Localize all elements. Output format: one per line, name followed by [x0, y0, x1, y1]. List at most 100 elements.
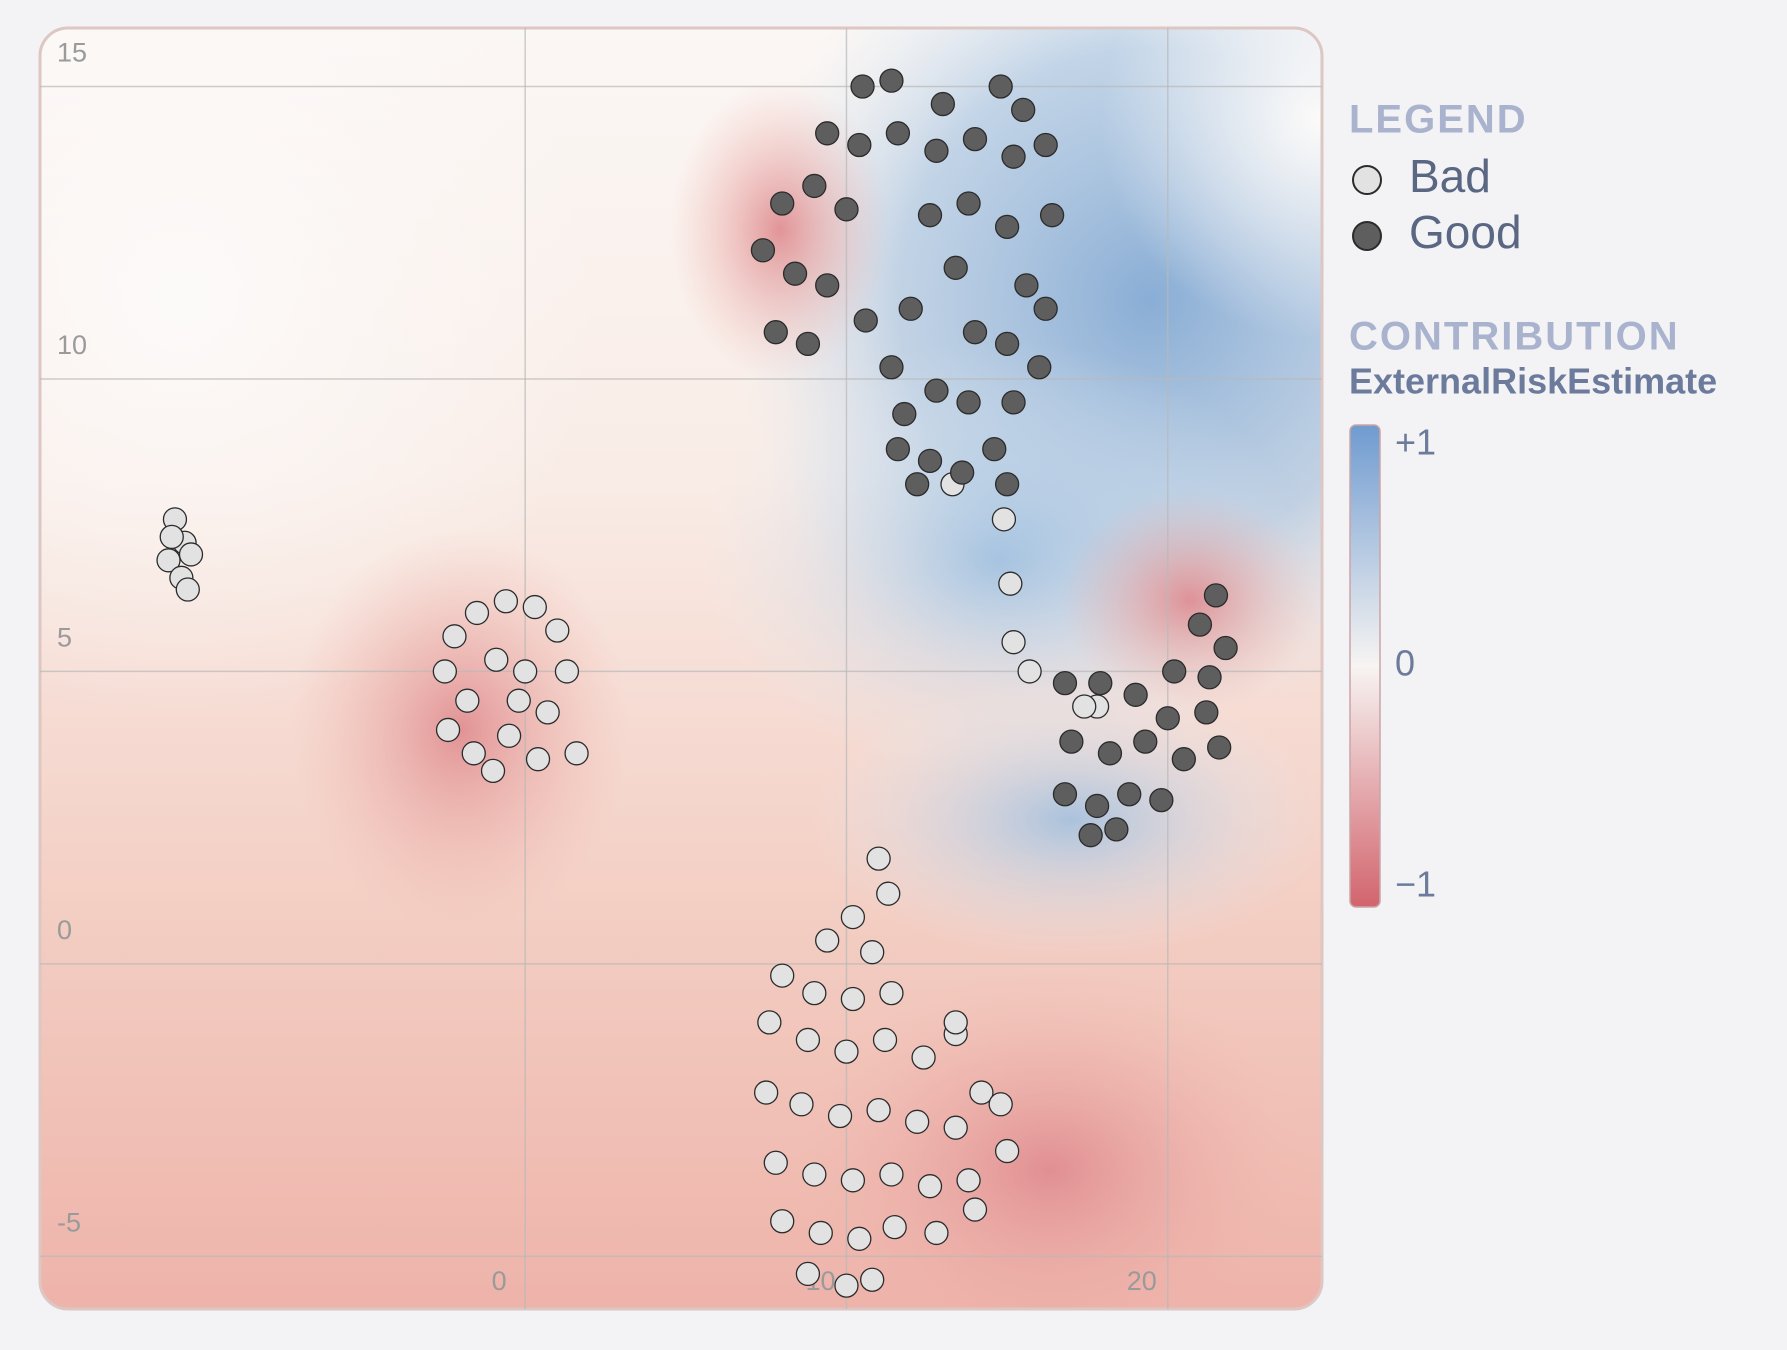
point — [847, 132, 872, 158]
point — [962, 126, 988, 152]
point — [840, 1168, 866, 1193]
point — [802, 980, 827, 1006]
point — [535, 700, 560, 725]
point — [156, 548, 181, 573]
point — [1162, 659, 1187, 684]
point — [455, 688, 480, 713]
point — [1155, 706, 1180, 731]
point — [564, 741, 589, 766]
y-tick-label: 0 — [57, 915, 72, 945]
point — [994, 214, 1020, 240]
point — [924, 1220, 949, 1246]
point — [1078, 823, 1103, 848]
point — [994, 1138, 1020, 1164]
point — [943, 1010, 968, 1035]
point — [1017, 659, 1042, 684]
point — [757, 1010, 782, 1035]
y-tick-label: 15 — [57, 38, 87, 68]
point — [763, 320, 788, 345]
point — [795, 331, 821, 357]
point — [905, 1109, 930, 1134]
y-tick-label: 5 — [57, 623, 72, 653]
point — [872, 1027, 898, 1053]
point — [834, 1273, 859, 1298]
point — [1011, 97, 1036, 123]
point — [815, 121, 840, 146]
point — [879, 1162, 904, 1187]
point — [815, 273, 840, 298]
point — [802, 173, 827, 199]
colorbar-tick-label: −1 — [1395, 864, 1436, 905]
point — [879, 355, 904, 380]
point — [847, 1226, 872, 1251]
point — [802, 1162, 827, 1187]
point — [1171, 747, 1196, 772]
point — [1052, 670, 1078, 696]
x-tick-label: 20 — [1127, 1266, 1157, 1296]
point — [860, 1267, 885, 1292]
y-tick-label: -5 — [57, 1207, 81, 1237]
point — [545, 618, 570, 643]
colorbar — [1349, 424, 1381, 908]
point — [840, 904, 866, 930]
point — [988, 74, 1013, 99]
legend-marker — [1352, 165, 1382, 195]
point — [866, 846, 891, 871]
point — [1027, 355, 1052, 380]
legend-label: Bad — [1409, 150, 1491, 202]
point — [1187, 612, 1213, 637]
point — [898, 296, 923, 321]
point — [962, 320, 988, 345]
point — [1197, 665, 1222, 690]
point — [432, 659, 457, 684]
point — [956, 1168, 981, 1193]
point — [876, 881, 901, 906]
point — [834, 1039, 859, 1064]
point — [969, 1080, 994, 1105]
point — [480, 758, 506, 784]
point — [1133, 729, 1158, 754]
point — [1039, 203, 1065, 228]
point — [994, 472, 1020, 497]
point — [1203, 583, 1229, 608]
legend-marker — [1352, 221, 1382, 251]
point — [911, 1045, 936, 1070]
point — [493, 589, 519, 614]
point — [159, 524, 184, 550]
point — [513, 659, 538, 684]
point — [924, 138, 949, 163]
point — [1014, 273, 1039, 298]
point — [554, 659, 580, 684]
point — [770, 191, 795, 216]
point — [496, 723, 522, 748]
point — [442, 624, 467, 649]
point — [1033, 296, 1058, 321]
point — [1149, 787, 1174, 813]
point — [956, 191, 981, 216]
point — [962, 1197, 988, 1222]
point — [464, 600, 490, 626]
point — [1123, 682, 1148, 707]
point — [506, 688, 531, 713]
colorbar-tick-label: +1 — [1395, 422, 1436, 463]
point — [879, 68, 904, 93]
point — [850, 74, 875, 99]
colorbar-title: CONTRIBUTION — [1349, 315, 1680, 359]
point — [1052, 782, 1078, 807]
point — [917, 448, 943, 473]
point — [917, 1174, 943, 1199]
point — [949, 460, 975, 485]
heatmap — [40, 28, 1322, 1309]
point — [484, 647, 509, 672]
point — [866, 1097, 891, 1123]
point — [998, 571, 1023, 596]
point — [1097, 741, 1123, 766]
point — [1104, 817, 1129, 842]
point — [956, 390, 981, 415]
point — [763, 1150, 788, 1175]
point — [879, 980, 904, 1006]
point — [943, 1115, 968, 1140]
point — [750, 238, 776, 263]
colorbar-tick-label: 0 — [1395, 643, 1415, 684]
point — [782, 261, 808, 286]
